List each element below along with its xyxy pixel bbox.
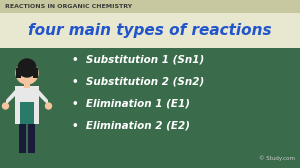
Polygon shape	[6, 90, 15, 105]
Circle shape	[2, 103, 8, 109]
Circle shape	[18, 59, 36, 77]
Bar	[28, 123, 35, 153]
Bar	[20, 102, 34, 124]
Bar	[19, 123, 26, 153]
Text: •  Elimination 1 (E1): • Elimination 1 (E1)	[72, 98, 190, 108]
Bar	[24, 82, 30, 88]
Bar	[15, 86, 39, 124]
Text: •  Substitution 2 (Sn2): • Substitution 2 (Sn2)	[72, 77, 204, 87]
Circle shape	[46, 103, 52, 109]
Text: •  Elimination 2 (E2): • Elimination 2 (E2)	[72, 120, 190, 130]
Bar	[0, 13, 300, 48]
Polygon shape	[39, 90, 48, 105]
Text: four main types of reactions: four main types of reactions	[28, 23, 272, 38]
Text: •  Substitution 1 (Sn1): • Substitution 1 (Sn1)	[72, 55, 204, 65]
Text: © Study.com: © Study.com	[259, 155, 295, 161]
Bar	[16, 68, 21, 78]
Bar	[33, 68, 38, 78]
Text: REACTIONS IN ORGANIC CHEMISTRY: REACTIONS IN ORGANIC CHEMISTRY	[5, 4, 132, 9]
Bar	[0, 0, 300, 13]
Circle shape	[16, 62, 38, 84]
